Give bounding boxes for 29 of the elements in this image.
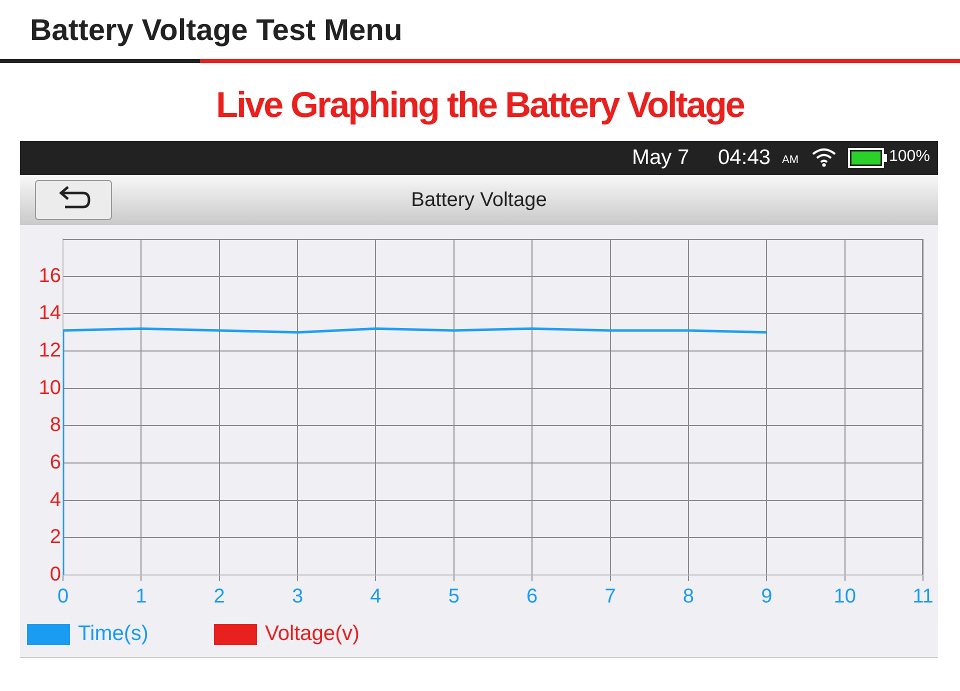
- y-tick-label: 16: [38, 264, 61, 287]
- y-tick-label: 4: [50, 488, 61, 511]
- x-tick-label: 2: [214, 586, 225, 608]
- y-tick-label: 14: [38, 302, 61, 324]
- x-tick-label: 8: [682, 586, 694, 608]
- x-tick-label: 1: [136, 586, 147, 608]
- text: Battery Voltage Test Menu: [30, 14, 402, 48]
- y-tick-label: 2: [50, 526, 61, 548]
- y-tick-label: 8: [50, 414, 61, 436]
- chart-title: Live Graphing the Battery Voltage: [215, 84, 746, 126]
- text: Voltage(v): [265, 622, 360, 646]
- x-tick-label: 5: [448, 586, 460, 608]
- x-tick-label: 11: [912, 586, 934, 608]
- chart-subtitle: Battery Voltage: [410, 189, 548, 212]
- text: May 7: [632, 146, 690, 170]
- x-tick-label: 10: [834, 586, 856, 608]
- y-tick-label: 6: [50, 452, 61, 474]
- x-tick-label: 4: [370, 586, 382, 608]
- text: AM: [782, 154, 798, 166]
- y-tick-label: 12: [38, 340, 61, 362]
- x-tick-label: 7: [604, 586, 616, 608]
- text: 100%: [889, 148, 930, 166]
- y-tick-label: 10: [38, 376, 61, 399]
- text: Time(s): [78, 622, 148, 646]
- text: 04:43: [718, 146, 771, 170]
- x-tick-label: 9: [761, 586, 772, 608]
- x-tick-label: 6: [526, 586, 538, 608]
- x-tick-label: 3: [292, 586, 304, 608]
- y-tick-label: 0: [50, 564, 61, 586]
